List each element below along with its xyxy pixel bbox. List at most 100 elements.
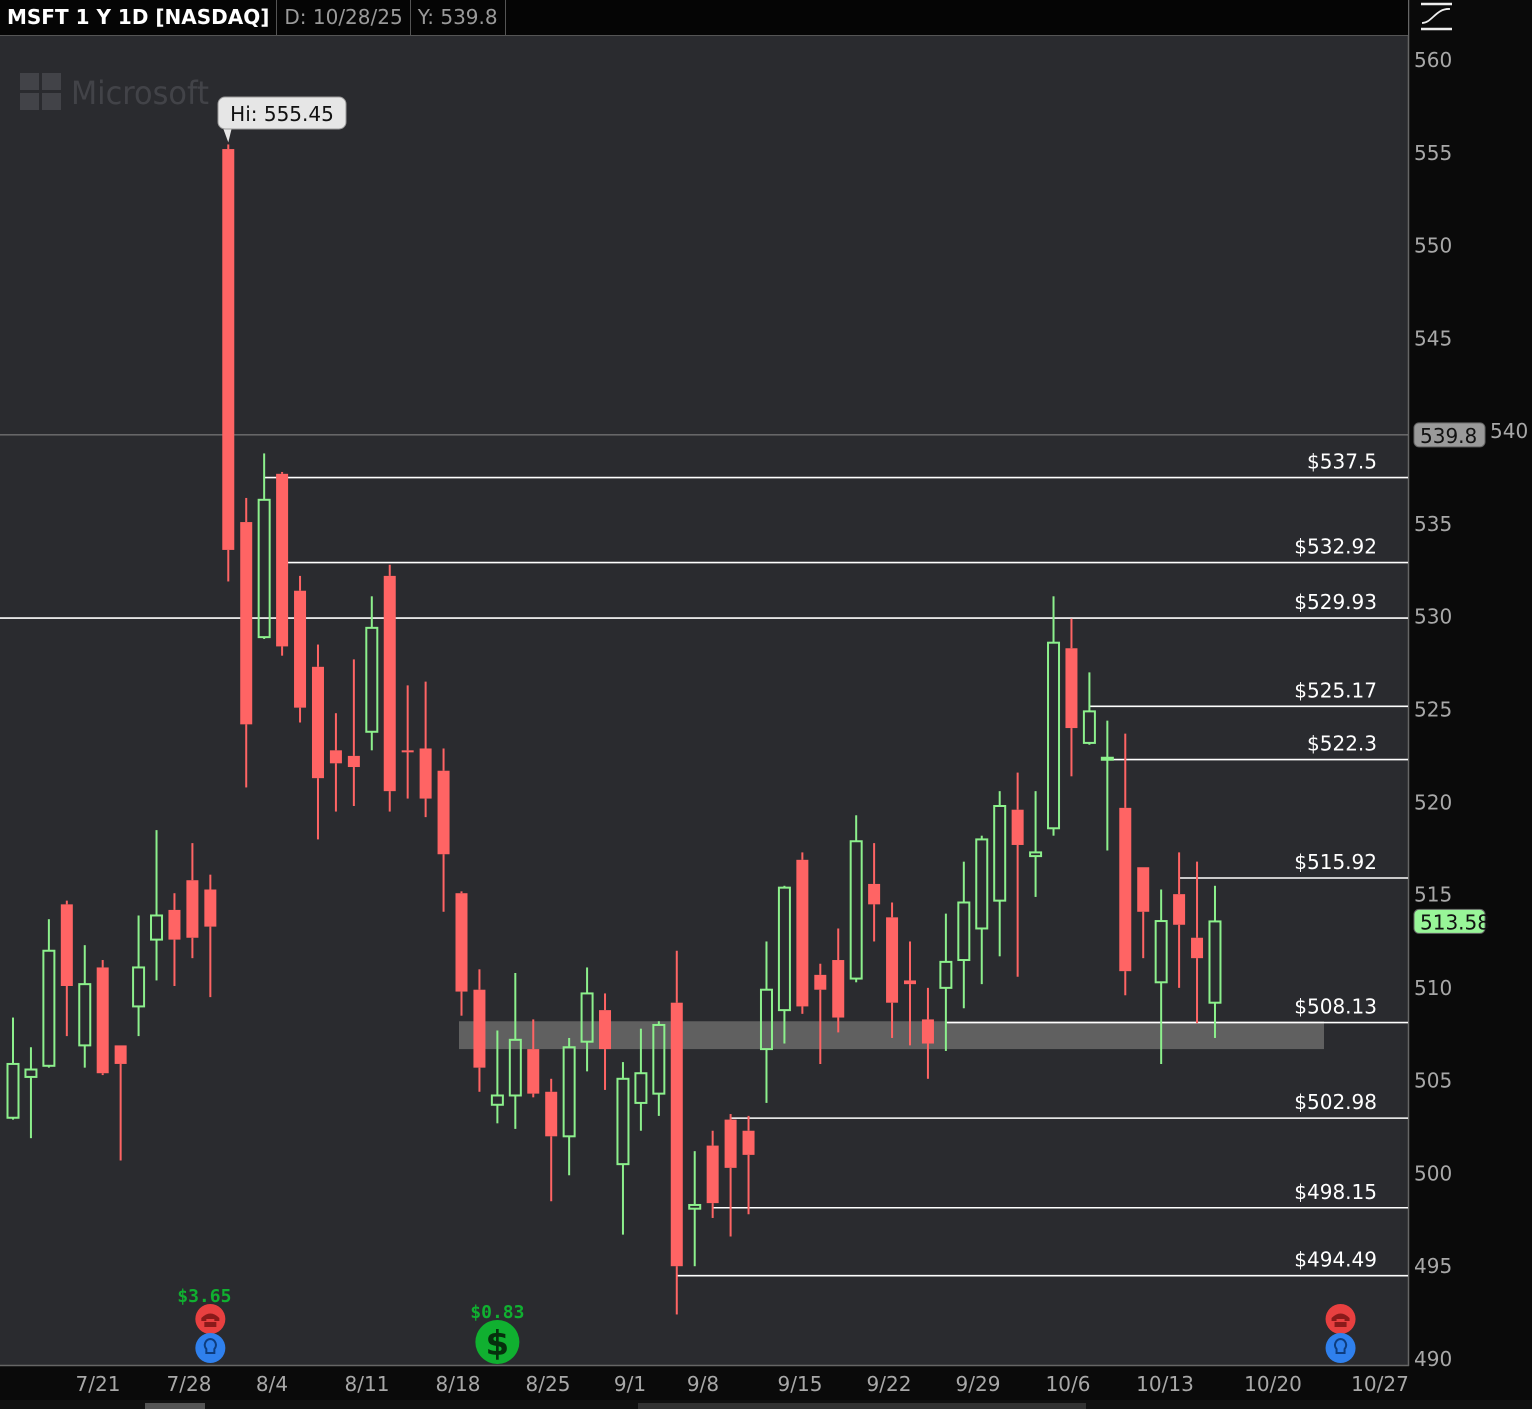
candle[interactable] [527,1019,540,1098]
scrollbar-thumb[interactable] [145,1403,205,1409]
candle-body [1082,710,1096,744]
plot-background [0,36,1408,1365]
candle[interactable] [1029,791,1043,897]
candle[interactable] [652,1021,666,1116]
candle[interactable] [96,960,109,1076]
candle[interactable] [688,1151,702,1267]
candle[interactable] [724,1114,737,1237]
candle[interactable] [545,1078,558,1202]
candle-body [777,886,791,1012]
candle[interactable] [796,852,809,1014]
candle-body [706,1145,719,1204]
candle[interactable] [455,891,468,1016]
earnings-event[interactable] [1325,1304,1356,1363]
candle-body [240,522,253,725]
candle[interactable] [742,1115,755,1215]
candle[interactable] [186,843,199,959]
candle-body [580,992,594,1043]
candle-body [490,1094,504,1106]
candle[interactable] [886,902,899,1038]
candle[interactable] [114,1045,127,1161]
price-level-label: $502.98 [1294,1090,1377,1114]
candle[interactable] [204,874,217,998]
candle[interactable] [240,497,253,788]
candle-body [616,1077,630,1166]
candle[interactable] [257,453,271,639]
last-price-label: 513.58 [1420,910,1490,934]
curve-settings-icon[interactable] [1421,2,1452,31]
candle[interactable] [222,144,235,582]
candle[interactable] [294,575,307,723]
candle[interactable] [777,885,791,1044]
candle[interactable] [1191,861,1204,1024]
candle[interactable] [347,659,360,806]
candle[interactable] [832,928,845,1033]
candle[interactable] [6,1017,20,1120]
candle[interactable] [437,748,450,912]
y-tick-label: 560 [1414,48,1452,72]
candle[interactable] [580,967,594,1072]
dollar-glyph: $ [486,1324,510,1364]
candle-body [6,1062,20,1119]
price-axis[interactable] [1409,0,1532,1400]
candle[interactable] [401,685,414,799]
candle[interactable] [132,915,146,1037]
candle[interactable] [365,596,379,751]
candle[interactable] [759,941,773,1103]
candle[interactable] [868,843,881,942]
scrollbar-range[interactable] [638,1403,1086,1409]
candle[interactable] [616,1062,630,1235]
candle[interactable] [78,945,92,1068]
candle-body [1191,937,1204,959]
candle[interactable] [311,644,324,840]
candle[interactable] [975,835,989,985]
candle[interactable] [1047,596,1061,836]
candle-body [42,949,56,1067]
candle[interactable] [1173,852,1186,988]
candle[interactable] [508,973,522,1129]
date-axis[interactable] [0,1366,1409,1400]
symbol-title[interactable]: MSFT 1 Y 1D [NASDAQ] [0,0,278,35]
candle[interactable] [1119,733,1132,996]
candle[interactable] [939,913,953,1051]
candle[interactable] [957,861,971,1009]
candle[interactable] [1154,889,1168,1064]
candle[interactable] [383,564,396,812]
candle[interactable] [814,963,827,1064]
candle[interactable] [60,900,73,1037]
x-tick-label: 10/27 [1351,1372,1409,1396]
candle[interactable] [849,815,863,983]
price-level-label: $525.17 [1294,678,1377,702]
dividend-label: $0.83 [470,1302,524,1323]
candle[interactable] [150,830,164,981]
candle[interactable] [634,1028,648,1131]
candle[interactable] [329,713,342,812]
candle[interactable] [599,993,612,1090]
phone-glyph [201,1313,220,1327]
candle[interactable] [168,893,181,987]
candle-body [868,883,881,905]
candle[interactable] [706,1130,719,1218]
candle[interactable] [1137,867,1150,959]
candle[interactable] [993,791,1007,957]
candle[interactable] [1100,720,1114,851]
candle[interactable] [1208,885,1222,1038]
candle[interactable] [1082,672,1096,745]
candle[interactable] [1065,618,1078,777]
candle[interactable] [42,919,56,1068]
candle[interactable] [473,969,486,1092]
y-tick-label: 530 [1414,605,1452,629]
candle[interactable] [904,941,916,1046]
candle[interactable] [24,1047,38,1139]
candle[interactable] [670,950,683,1315]
candle[interactable] [490,1030,504,1124]
candle[interactable] [921,987,934,1079]
candle[interactable] [276,471,289,656]
earnings-event[interactable]: $3.65 [177,1286,231,1363]
candle[interactable] [562,1037,576,1176]
dividend-event[interactable]: $$0.83 [470,1302,524,1364]
candle[interactable] [1011,772,1024,977]
candle[interactable] [419,681,432,818]
y-tick-label: 535 [1414,512,1452,536]
